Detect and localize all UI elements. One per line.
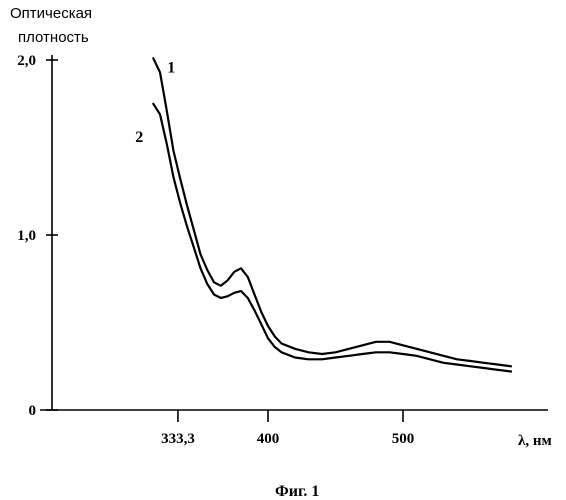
series-2-line bbox=[153, 104, 511, 372]
series-2-label: 2 bbox=[135, 129, 143, 146]
y-axis-label-line2: плотность bbox=[18, 29, 89, 46]
x-tick-label: 400 bbox=[257, 431, 280, 447]
series-1-line bbox=[153, 58, 511, 366]
x-tick-label: 333,3 bbox=[161, 431, 195, 447]
y-axis-label-line1: Оптическая bbox=[10, 5, 92, 22]
figure-caption: Фиг. 1 bbox=[275, 483, 319, 500]
y-tick-label: 0 bbox=[29, 403, 37, 419]
y-tick-label: 2,0 bbox=[17, 53, 36, 69]
x-axis-label: λ, нм bbox=[518, 433, 552, 449]
x-ticks: 333,3 400 500 bbox=[161, 410, 414, 447]
series-layer: 12 bbox=[135, 58, 511, 371]
x-tick-label: 500 bbox=[392, 431, 415, 447]
series-1-label: 1 bbox=[167, 59, 175, 76]
y-tick-label: 1,0 bbox=[17, 228, 36, 244]
